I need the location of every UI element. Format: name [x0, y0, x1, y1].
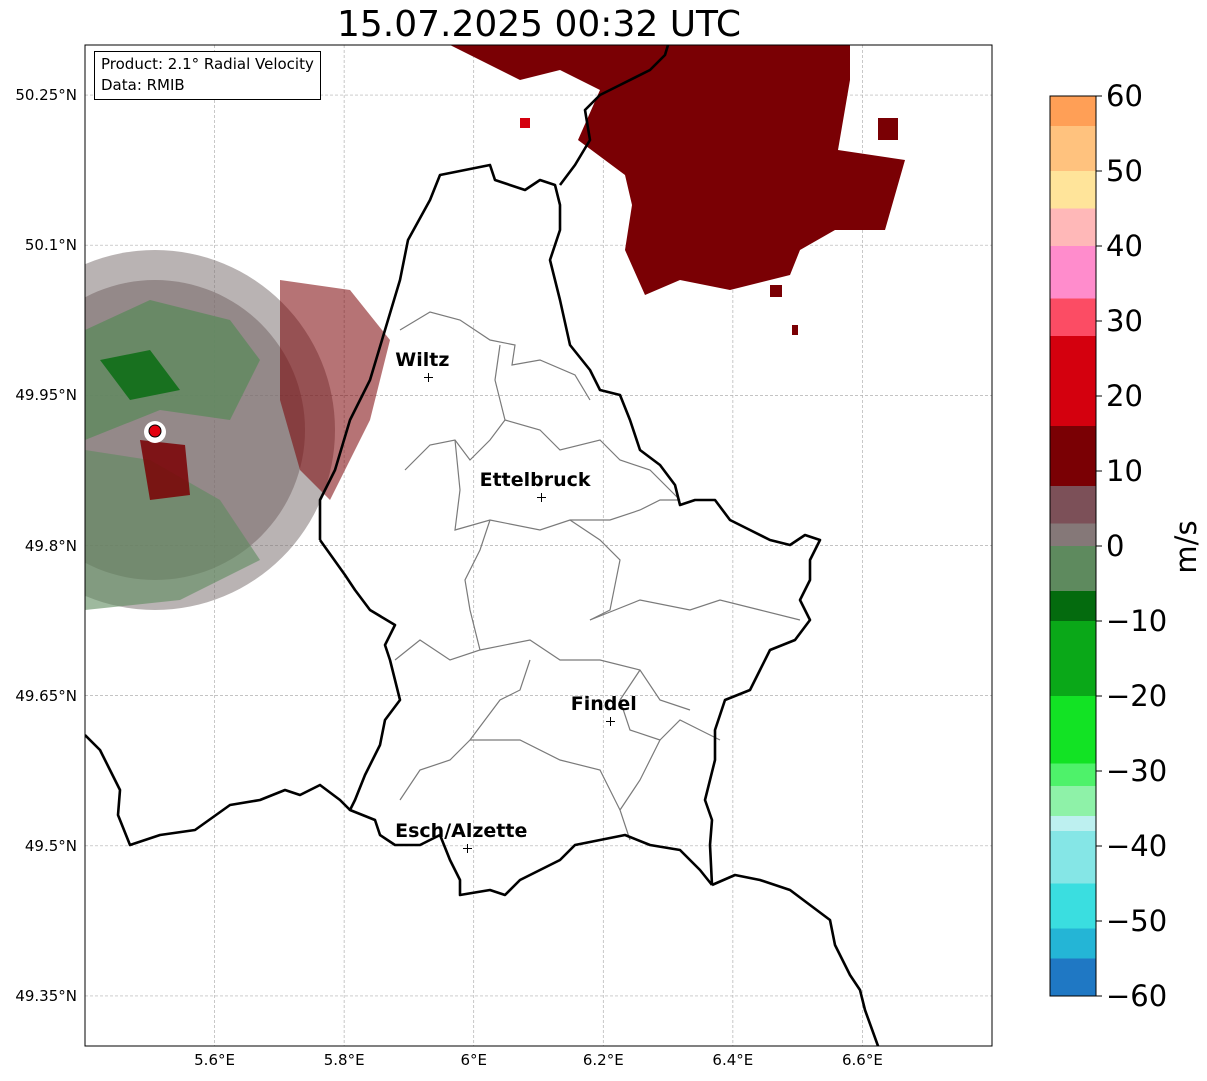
lon-tick-label: 6.2°E — [582, 1051, 624, 1069]
colorbar-band — [1050, 426, 1096, 486]
colorbar-band — [1050, 958, 1096, 996]
product-label: Product: 2.1° Radial Velocity — [101, 55, 314, 73]
colorbar-tick-label: 20 — [1106, 379, 1143, 413]
echo-red-east — [280, 280, 390, 500]
city-label: Esch/Alzette — [395, 819, 528, 842]
city-marker — [537, 493, 547, 503]
colorbar-band — [1050, 126, 1096, 171]
colorbar-tick-label: −50 — [1106, 904, 1168, 938]
lon-tick-label: 5.6°E — [194, 1051, 235, 1069]
product-info-box: Product: 2.1° Radial Velocity Data: RMIB — [94, 51, 321, 100]
colorbar-band — [1050, 763, 1096, 786]
lat-tick-label: 49.65°N — [15, 686, 77, 705]
echo-green-north — [85, 300, 260, 440]
colorbar-tick-label: −40 — [1106, 829, 1168, 863]
city-label: Wiltz — [395, 349, 450, 372]
radar-site — [144, 421, 166, 443]
colorbar-tick-label: −60 — [1106, 979, 1168, 1013]
map-frame — [84, 44, 993, 1047]
city-label: Findel — [570, 692, 637, 715]
lat-tick-label: 50.1°N — [24, 236, 77, 255]
colorbar-band — [1050, 621, 1096, 696]
lon-tick-label: 6°E — [460, 1051, 487, 1069]
city-marker — [605, 716, 615, 726]
colorbar-band — [1050, 786, 1096, 816]
colorbar-band — [1050, 96, 1096, 126]
figure-title: 15.07.2025 00:32 UTC — [336, 4, 742, 45]
district-borders — [394, 311, 801, 841]
echo-green-south — [85, 450, 260, 610]
colorbar-band — [1050, 246, 1096, 299]
lat-tick-label: 49.5°N — [24, 836, 77, 855]
lat-tick-label: 49.95°N — [15, 386, 77, 405]
city-label: Ettelbruck — [479, 469, 591, 492]
colorbar-band — [1050, 208, 1096, 246]
colorbar-band — [1050, 486, 1096, 524]
colorbar-tick-label: 40 — [1106, 229, 1143, 263]
colorbar-tick-label: 50 — [1106, 154, 1143, 188]
colorbar-ticks — [1096, 95, 1102, 997]
radar-echoes — [85, 45, 905, 610]
colorbar-tick-label: −30 — [1106, 754, 1168, 788]
colorbar-tick-label: 60 — [1106, 79, 1143, 113]
colorbar-band — [1050, 883, 1096, 929]
lon-tick-label: 6.6°E — [842, 1051, 883, 1069]
colorbar-band — [1050, 546, 1096, 591]
colorbar-tick-label: −20 — [1106, 679, 1168, 713]
colorbar-tick-label: 0 — [1106, 529, 1125, 563]
colorbar-tick-label: 30 — [1106, 304, 1143, 338]
colorbar — [1050, 96, 1096, 996]
lon-tick-label: 6.4°E — [712, 1051, 754, 1069]
data-source-label: Data: RMIB — [101, 76, 185, 94]
colorbar-band — [1050, 171, 1096, 209]
echo-darkred-core — [140, 440, 190, 500]
colorbar-band — [1050, 831, 1096, 884]
city-marker — [463, 843, 473, 853]
colorbar-band — [1050, 336, 1096, 426]
lat-tick-label: 50.25°N — [15, 86, 77, 105]
colorbar-band — [1050, 523, 1096, 546]
national-borders — [85, 45, 880, 1046]
colorbar-band — [1050, 298, 1096, 336]
colorbar-band — [1050, 928, 1096, 959]
lat-tick-label: 49.8°N — [24, 536, 77, 555]
colorbar-band — [1050, 696, 1096, 764]
echo-northeast-velocity — [450, 45, 905, 295]
colorbar-band — [1050, 816, 1096, 831]
colorbar-tick-label: −10 — [1106, 604, 1168, 638]
colorbar-band — [1050, 591, 1096, 621]
colorbar-tick-label: 10 — [1106, 454, 1143, 488]
city-marker — [424, 373, 434, 383]
lat-tick-label: 49.35°N — [15, 986, 77, 1005]
lon-tick-label: 5.8°E — [323, 1051, 365, 1069]
colorbar-unit-label: m/s — [1169, 520, 1203, 574]
echo-darkgreen — [100, 350, 180, 400]
